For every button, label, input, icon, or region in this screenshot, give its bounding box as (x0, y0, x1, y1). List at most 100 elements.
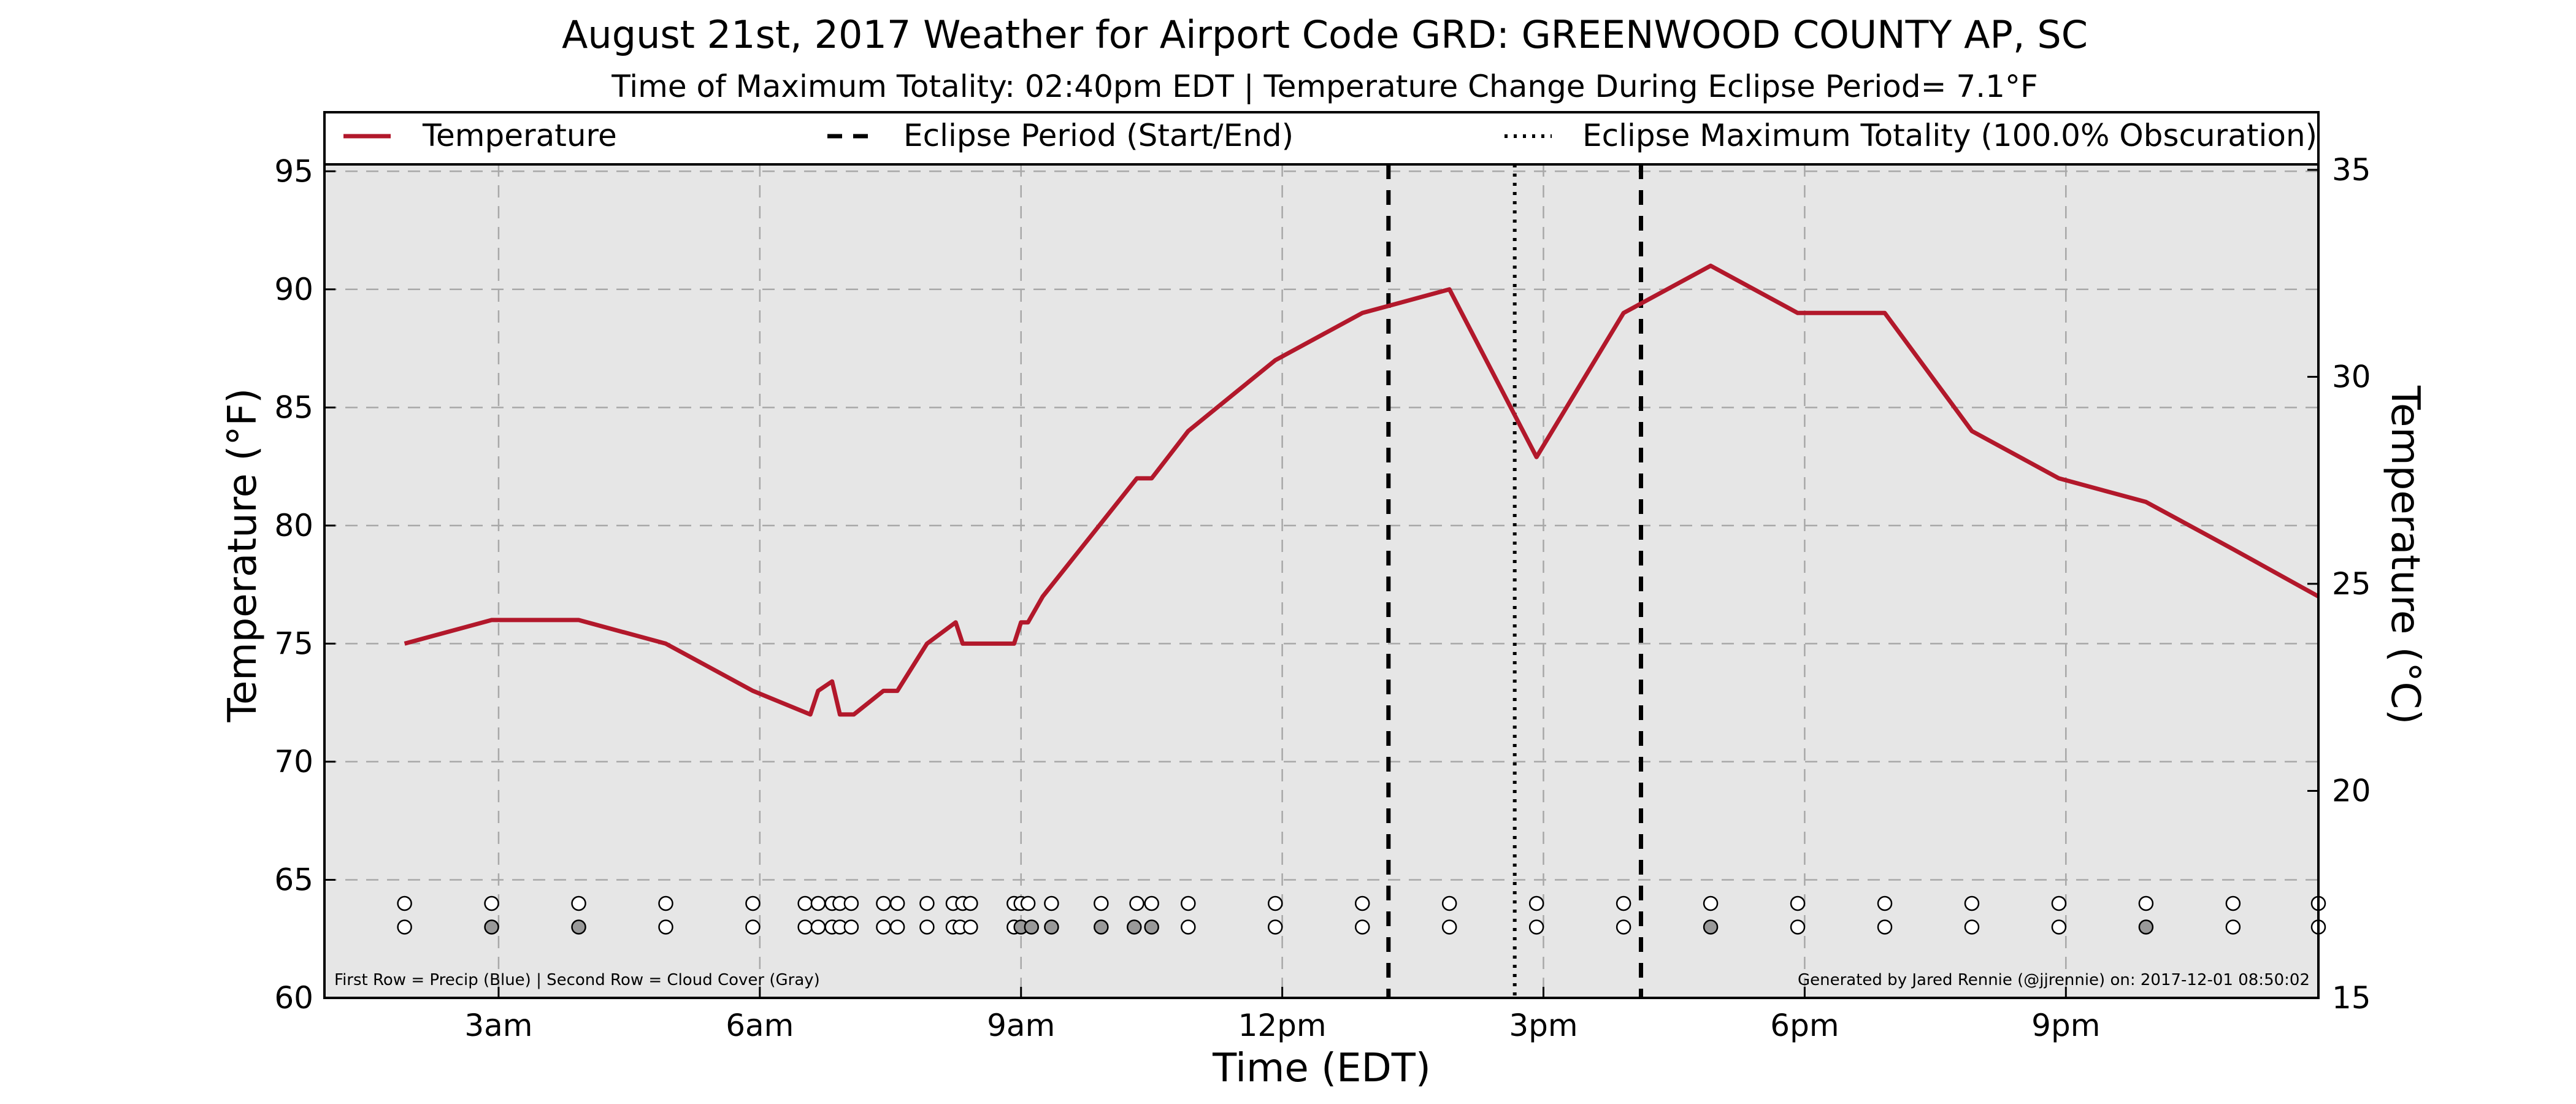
cloud-cover-marker (1044, 919, 1059, 935)
precip-marker (1181, 895, 1196, 911)
y-axis-label-right: Temperature (°C) (2382, 385, 2428, 724)
cloud-cover-marker (889, 919, 905, 935)
plot-area (324, 164, 2318, 998)
cloud-cover-marker (745, 919, 761, 935)
cloud-cover-marker (1268, 919, 1283, 935)
precip-marker (1020, 895, 1036, 911)
cloud-cover-marker (1144, 919, 1159, 935)
legend-temperature-label: Temperature (422, 118, 617, 153)
cloud-cover-marker (1354, 919, 1370, 935)
precip-marker (1528, 895, 1544, 911)
cloud-cover-marker (810, 919, 826, 935)
cloud-cover-marker (571, 919, 586, 935)
cloud-cover-marker (484, 919, 499, 935)
cloud-cover-marker (843, 919, 859, 935)
y-tick-label-left: 95 (274, 153, 313, 189)
y-tick-label-left: 90 (274, 272, 313, 307)
y-tick-label-left: 60 (274, 980, 313, 1016)
cloud-cover-marker (658, 919, 673, 935)
cloud-cover-marker (1877, 919, 1893, 935)
x-tick-label: 6am (726, 1008, 794, 1043)
y-tick-label-left: 70 (274, 744, 313, 780)
y-tick-label-right: 20 (2332, 773, 2371, 808)
temperature-series (404, 263, 2320, 717)
x-tick-label: 9pm (2031, 1008, 2100, 1043)
cloud-cover-marker (797, 919, 813, 935)
axes: 3am 6am 9am 12pm 3pm 6pm 9pm 60 65 70 75 80 85 90 95 15… (274, 152, 2371, 1043)
legend-max-totality-label: Eclipse Maximum Totality (100.0% Obscura… (1582, 118, 2317, 153)
legend-box (323, 111, 2320, 166)
x-tick-label: 12pm (1238, 1008, 1327, 1043)
cloud-cover-marker (1024, 919, 1040, 935)
cloud-cover-marker (2225, 919, 2241, 935)
precip-marker (843, 895, 859, 911)
cloud-cover-marker (397, 919, 412, 935)
precip-marker (745, 895, 761, 911)
y-tick-label-left: 85 (274, 389, 313, 425)
precip-marker (919, 895, 935, 911)
precip-marker (1354, 895, 1370, 911)
precip-marker (797, 895, 813, 911)
precip-marker (1441, 895, 1457, 911)
x-axis-label: Time (EDT) (1212, 1046, 1431, 1091)
chart-subtitle: Time of Maximum Totality: 02:40pm EDT | … (611, 69, 2037, 104)
cloud-cover-marker (1127, 919, 1142, 935)
observation-rows (397, 895, 2326, 935)
precip-marker (2051, 895, 2067, 911)
precip-marker (1094, 895, 1109, 911)
precip-marker (1268, 895, 1283, 911)
y-axis-label-left: Temperature (°F) (220, 388, 266, 723)
x-tick-label: 9am (987, 1008, 1055, 1043)
y-tick-label-right: 25 (2332, 566, 2371, 602)
x-tick-label: 3pm (1509, 1008, 1577, 1043)
legend: Temperature Eclipse Period (Start/End) E… (323, 111, 2320, 166)
precip-marker (1964, 895, 1980, 911)
y-tick-label-left: 65 (274, 862, 313, 897)
precip-marker (1616, 895, 1631, 911)
chart-title: August 21st, 2017 Weather for Airport Co… (562, 12, 2088, 57)
precip-marker (658, 895, 673, 911)
cloud-cover-marker (1964, 919, 1980, 935)
cloud-cover-marker (876, 919, 891, 935)
precip-marker (1144, 895, 1159, 911)
precip-marker (1703, 895, 1719, 911)
temperature-line (404, 263, 2320, 717)
precip-marker (1044, 895, 1059, 911)
y-tick-label-right: 30 (2332, 359, 2371, 394)
y-tick-label-right: 35 (2332, 152, 2371, 188)
y-tick-label-left: 80 (274, 508, 313, 543)
y-tick-label-right: 15 (2332, 980, 2371, 1016)
cloud-cover-marker (1094, 919, 1109, 935)
cloud-cover-marker (1790, 919, 1806, 935)
grid-lines (324, 164, 2318, 998)
cloud-cover-marker (1181, 919, 1196, 935)
cloud-cover-marker (1441, 919, 1457, 935)
precip-marker (484, 895, 499, 911)
cloud-cover-marker (919, 919, 935, 935)
precip-marker (889, 895, 905, 911)
cloud-cover-marker (2138, 919, 2154, 935)
precip-marker (1877, 895, 1893, 911)
precip-marker (963, 895, 978, 911)
precip-marker (876, 895, 891, 911)
precip-marker (1129, 895, 1144, 911)
legend-eclipse-period-label: Eclipse Period (Start/End) (903, 118, 1294, 153)
precip-marker (1790, 895, 1806, 911)
footnote-right: Generated by Jared Rennie (@jjrennie) on… (1798, 971, 2310, 989)
footnote-left: First Row = Precip (Blue) | Second Row =… (334, 971, 820, 989)
cloud-cover-marker (1616, 919, 1631, 935)
precip-marker (397, 895, 412, 911)
precip-marker (810, 895, 826, 911)
cloud-cover-marker (1528, 919, 1544, 935)
precip-marker (2225, 895, 2241, 911)
cloud-cover-marker (2051, 919, 2067, 935)
precip-marker (2138, 895, 2154, 911)
cloud-cover-marker (963, 919, 978, 935)
x-tick-label: 3am (464, 1008, 532, 1043)
y-tick-label-left: 75 (274, 626, 313, 661)
x-tick-label: 6pm (1770, 1008, 1839, 1043)
precip-marker (571, 895, 586, 911)
cloud-cover-marker (1703, 919, 1719, 935)
